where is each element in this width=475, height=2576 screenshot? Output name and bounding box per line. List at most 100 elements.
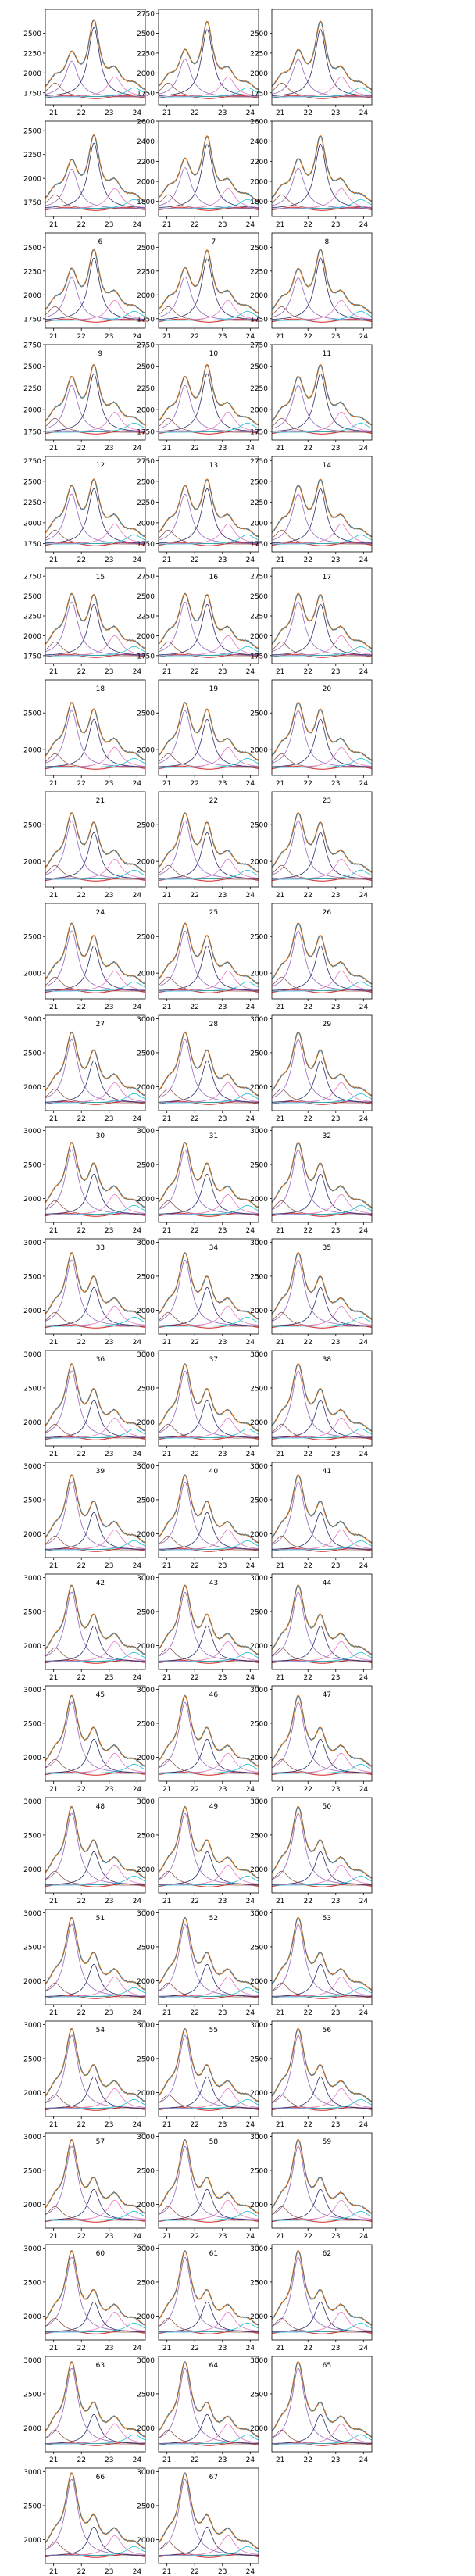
component-fifth-line	[159, 1987, 259, 1998]
component-main-line	[158, 2367, 259, 2444]
y-tick-label: 2000	[250, 2425, 268, 2433]
component-fifth-line	[45, 2322, 146, 2333]
data-line	[271, 364, 373, 426]
panel-label: 20	[323, 685, 332, 693]
y-tick-label: 2500	[23, 1832, 41, 1840]
x-tick-label: 22	[190, 2009, 198, 2017]
axes-frame	[271, 1126, 373, 1223]
panel-label: 39	[96, 1468, 105, 1476]
x-tick-label: 23	[105, 892, 113, 900]
component-fifth-line	[272, 1763, 373, 1774]
y-tick-label: 3000	[137, 1240, 155, 1247]
y-tick-label: 2500	[23, 363, 41, 371]
component-second-line	[45, 2076, 145, 2109]
total-fit-line	[271, 248, 373, 314]
component-third-line	[45, 1311, 145, 1327]
y-tick-label: 3000	[137, 2022, 155, 2030]
y-tick-label: 2500	[250, 1050, 268, 1057]
data-line	[45, 249, 146, 314]
data-line	[45, 1474, 146, 1544]
component-main-line	[158, 59, 259, 98]
component-second-line	[158, 144, 259, 209]
y-tick-label: 2000	[250, 859, 268, 867]
panel-label: 43	[209, 1580, 218, 1587]
subplot-panel: 2000 2500 3000 21 22 23 24 40	[137, 1462, 259, 1570]
data-line	[158, 136, 259, 202]
component-main-line	[45, 710, 145, 767]
component-second-line	[158, 1060, 259, 1103]
y-tick-label: 2500	[137, 1608, 155, 1616]
y-tick-label: 2000	[137, 179, 155, 187]
y-tick-label: 3000	[250, 1910, 268, 1918]
panel-label: 14	[323, 462, 332, 470]
x-tick-label: 24	[133, 2233, 142, 2241]
component-main-line	[158, 493, 259, 544]
x-tick-label: 24	[246, 2456, 255, 2464]
y-tick-label: 2500	[137, 1385, 155, 1393]
residual-line	[45, 430, 146, 435]
x-tick-label: 23	[218, 2233, 227, 2241]
component-fifth-line	[159, 646, 259, 657]
subplot-panel: 2000 2500 3000 21 22 23 24 49	[137, 1797, 259, 1905]
y-tick-label: 2500	[250, 1608, 268, 1616]
x-tick-label: 22	[190, 780, 198, 788]
subplot-panel: 2000 2500 21 22 23 24 24	[23, 903, 146, 1011]
component-second-line	[159, 718, 259, 767]
subplot-panel: 2000 2500 3000 21 22 23 24 67	[137, 2467, 259, 2576]
y-tick-label: 2500	[23, 1273, 41, 1281]
data-line	[158, 1141, 259, 1208]
residual-line	[158, 877, 259, 882]
panel-label: 66	[96, 2474, 105, 2481]
y-tick-label: 2000	[23, 633, 41, 641]
x-tick-label: 24	[133, 668, 142, 676]
y-tick-label: 2500	[137, 1497, 155, 1504]
x-tick-label: 22	[190, 2568, 198, 2576]
component-second-line	[45, 142, 145, 209]
component-third-line	[271, 1423, 372, 1439]
subplot-panel: 2000 2500 3000 21 22 23 24 55	[137, 2020, 259, 2129]
y-tick-label: 2500	[23, 128, 41, 136]
x-tick-label: 24	[359, 780, 369, 788]
panel-label: 29	[323, 1021, 332, 1029]
y-tick-label: 2200	[250, 159, 268, 166]
x-tick-label: 21	[49, 1227, 58, 1235]
x-tick-label: 24	[359, 1227, 369, 1235]
axes-frame	[158, 1797, 259, 1894]
data-line	[158, 922, 259, 985]
x-tick-label: 22	[303, 2233, 312, 2241]
axes-frame	[158, 903, 259, 1000]
y-tick-label: 3000	[250, 1687, 268, 1694]
x-tick-label: 22	[303, 1898, 312, 1905]
component-main-line	[158, 276, 259, 321]
data-line	[271, 21, 373, 91]
component-third-line	[271, 976, 372, 992]
component-fifth-line	[45, 310, 146, 321]
x-tick-label: 24	[133, 2121, 142, 2129]
component-second-line	[45, 2413, 146, 2444]
component-second-line	[159, 2076, 259, 2109]
component-third-line	[158, 976, 259, 992]
total-fit-line	[158, 249, 259, 314]
y-tick-label: 2600	[137, 119, 155, 127]
panel-label: 35	[323, 1244, 331, 1252]
residual-line	[158, 95, 259, 99]
axes-frame	[271, 2020, 373, 2117]
residual-line	[271, 877, 373, 882]
x-tick-label: 23	[105, 780, 113, 788]
y-tick-label: 2250	[250, 385, 268, 393]
panel-label: 7	[212, 238, 216, 246]
x-tick-label: 24	[133, 445, 142, 453]
total-fit-line	[158, 1252, 259, 1320]
subplot-panel: 2000 2500 3000 21 22 23 24 44	[250, 1573, 373, 1682]
y-tick-label: 2500	[250, 2391, 268, 2399]
component-fifth-line	[272, 2210, 373, 2221]
subplot-panel: 2000 2500 3000 21 22 23 24 33	[23, 1238, 146, 1347]
y-tick-label: 2500	[137, 245, 155, 252]
axes-frame	[45, 1462, 146, 1558]
component-fifth-line	[45, 1987, 146, 1998]
x-tick-label: 22	[190, 2121, 198, 2129]
x-tick-label: 23	[218, 892, 227, 900]
panel-label: 27	[96, 1021, 105, 1029]
total-fit-line	[158, 1584, 259, 1656]
subplot-panel: 1750 2000 2250 2500 21 22 23 24 7	[137, 232, 259, 341]
